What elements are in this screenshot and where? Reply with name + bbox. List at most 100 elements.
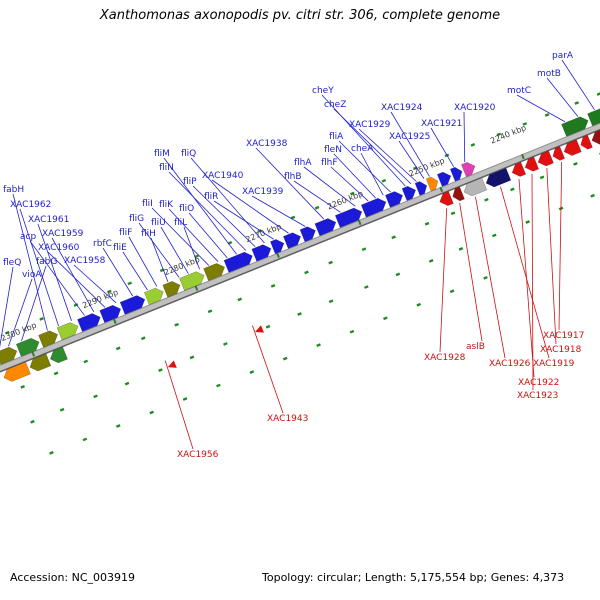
label-leader-line (333, 153, 377, 199)
feature-dash (223, 342, 228, 346)
feature-dash (82, 437, 88, 442)
gene-arrow-forward (461, 162, 476, 177)
feature-dash (544, 113, 550, 117)
feature-dash (282, 356, 288, 361)
label-leader-line (252, 325, 284, 414)
gene-arrow-forward (561, 116, 589, 137)
kbp-tick (276, 252, 280, 258)
reverse-gene-label: aslB (466, 342, 485, 352)
forward-gene-label: XAC1925 (389, 132, 430, 142)
feature-dash (349, 329, 355, 334)
feature-dash (20, 385, 26, 389)
label-leader-line (558, 161, 563, 331)
kbp-tick (31, 351, 36, 357)
wrap-gene-arrow (167, 360, 177, 368)
label-leader-line (122, 251, 148, 291)
forward-gene-label: XAC1961 (28, 215, 69, 225)
label-leader-line (213, 200, 274, 240)
forward-gene-label: fliI (142, 199, 153, 209)
topology-stats-text: Topology: circular; Length: 5,175,554 bp… (262, 571, 565, 584)
label-leader-line (190, 157, 265, 244)
forward-gene-label: fliP (183, 177, 197, 187)
label-leader-line (475, 196, 506, 359)
feature-dash (574, 101, 580, 105)
feature-dash (590, 193, 595, 198)
label-leader-line (73, 264, 117, 304)
label-leader-line (21, 265, 47, 342)
gene-arrow-forward (179, 271, 205, 291)
gene-arrow-forward (314, 218, 337, 237)
label-leader-line (188, 212, 228, 259)
feature-dash (73, 303, 79, 307)
gene-arrow-reverse (3, 361, 31, 382)
label-leader-line (37, 223, 72, 321)
forward-gene-label: acp (20, 232, 36, 242)
label-leader-line (47, 251, 106, 308)
feature-dash (522, 122, 528, 126)
feature-dash (328, 260, 333, 265)
label-leader-line (0, 266, 14, 348)
feature-dash (450, 211, 456, 216)
gene-arrow-forward (162, 281, 181, 298)
feature-dash (270, 284, 276, 288)
feature-dash (249, 370, 255, 374)
label-leader-line (439, 208, 448, 353)
feature-dash (265, 324, 271, 329)
feature-dash (174, 322, 179, 327)
accession-text: Accession: NC_003919 (10, 571, 136, 584)
feature-dash (381, 178, 387, 183)
label-leader-line (29, 240, 85, 316)
feature-dash (350, 191, 355, 196)
gene-arrow-reverse (580, 134, 593, 150)
forward-gene-label: rbfC (93, 239, 112, 249)
gene-arrow-forward (299, 226, 316, 243)
feature-dash (449, 289, 455, 294)
reverse-gene-label: XAC1943 (267, 414, 308, 424)
label-leader-line (192, 185, 256, 248)
forward-gene-label: fliO (179, 204, 194, 214)
backbone-top-edge (0, 95, 600, 374)
feature-dash (361, 247, 367, 252)
feature-dash (59, 407, 65, 412)
feature-dash (484, 197, 489, 202)
gene-arrow-forward (251, 244, 272, 262)
gene-arrow-forward (119, 295, 146, 315)
gene-arrow-forward (56, 322, 79, 341)
label-leader-line (518, 179, 535, 378)
label-leader-line (19, 208, 59, 327)
label-leader-line (8, 278, 33, 347)
label-leader-line (303, 166, 356, 207)
forward-gene-label: XAC1921 (421, 119, 462, 129)
gene-arrow-forward (360, 198, 387, 218)
forward-gene-label: fliA (329, 132, 344, 142)
forward-gene-label: fliU (151, 218, 166, 228)
gene-arrow-forward (587, 104, 600, 127)
forward-gene-label: fliQ (181, 149, 196, 159)
gene-arrow-forward (99, 305, 122, 323)
label-leader-line (168, 208, 219, 262)
gene-arrow-forward (401, 186, 416, 201)
gene-arrow-reverse (563, 139, 582, 156)
feature-dash (53, 371, 59, 376)
feature-dash (216, 383, 221, 388)
feature-dash (391, 235, 396, 240)
gene-arrow-forward (385, 191, 403, 208)
gene-arrow-forward (283, 232, 301, 249)
gene-arrow-reverse (463, 177, 488, 197)
gene-arrow-forward (270, 239, 285, 255)
forward-gene-label: XAC1940 (202, 171, 244, 181)
reverse-gene-label: XAC1926 (489, 359, 531, 369)
forward-gene-label: fliH (141, 229, 156, 239)
forward-gene-label: XAC1929 (349, 120, 391, 130)
backbone-bottom-edge (0, 101, 600, 380)
feature-dash (115, 424, 121, 428)
reverse-gene-label: XAC1917 (543, 331, 584, 341)
feature-dash (207, 309, 213, 314)
feature-dash (149, 410, 154, 415)
gene-arrow-forward (0, 346, 18, 365)
forward-gene-label: flhA (294, 158, 312, 168)
feature-dash (364, 285, 369, 289)
label-leader-line (546, 167, 557, 345)
